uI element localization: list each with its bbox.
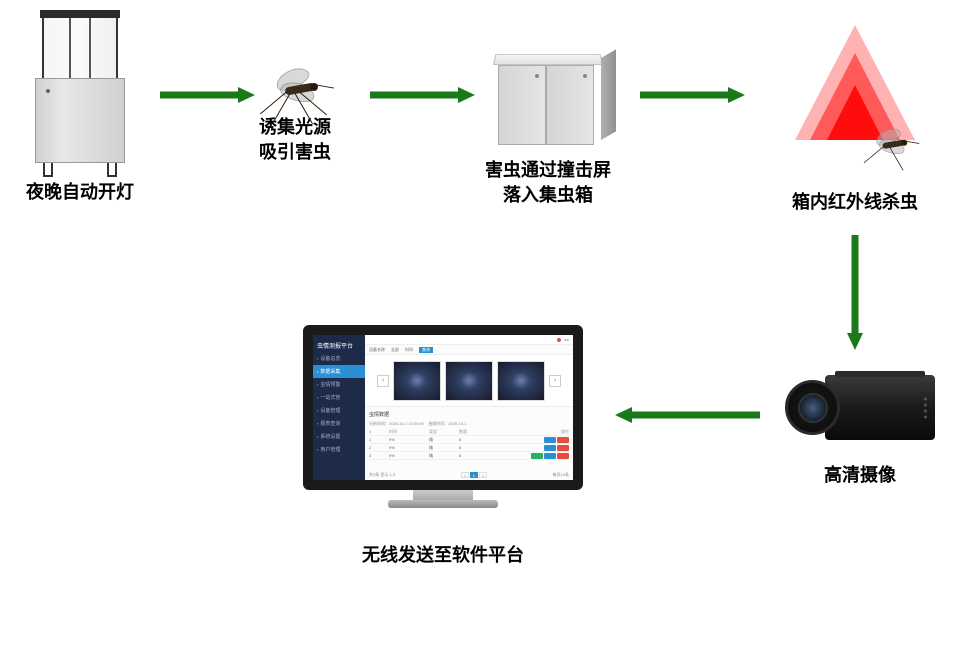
node-infrared: 箱内红外线杀虫 [790,25,920,215]
sidebar-item: 虫情预警 [313,378,365,391]
node-light-trap: 夜晚自动开灯 [20,10,140,205]
sidebar-item: 设备管理 [313,404,365,417]
table-meta: 分析时间：2020-10-1 13:30:50 拍照时间：2020-10-1 [369,420,569,428]
screen-images: ‹ › [365,355,573,407]
sidebar-item: 系统设置 [313,430,365,443]
screen-toolbar: 设备名称 全部 时间 查询 [365,345,573,355]
screen-header: ●● [365,335,573,345]
sidebar-item: 一站式管 [313,391,365,404]
node-monitor: 虫情测报平台 设备总览 数据采集 虫情预警 一站式管 设备管理 报表查询 系统设… [303,325,583,568]
arrow-5 [615,405,760,425]
sidebar-item: 用户管理 [313,443,365,456]
pest-image [445,361,493,401]
label-infrared: 箱内红外线杀虫 [792,190,918,215]
label-attract: 诱集光源 吸引害虫 [259,115,331,165]
pagination: < 1 > [461,472,487,478]
light-trap-icon [20,10,140,180]
label-trap: 夜晚自动开灯 [26,180,134,205]
mosquito-icon [255,65,335,115]
label-camera: 高清摄像 [824,463,896,488]
camera-icon [785,370,935,445]
sidebar-title: 虫情测报平台 [313,339,365,352]
label-box: 害虫通过撞击屏 落入集虫箱 [485,158,611,208]
arrow-4 [845,235,865,350]
arrow-1 [160,85,255,105]
mosquito-icon-2 [860,126,920,164]
pest-image [497,361,545,401]
screen-sidebar: 虫情测报平台 设备总览 数据采集 虫情预警 一站式管 设备管理 报表查询 系统设… [313,335,365,480]
pest-image [393,361,441,401]
table-row: 3 9% 蛾 8 [369,452,569,460]
arrow-2 [370,85,475,105]
screen-main: ●● 设备名称 全部 时间 查询 ‹ › 虫情数据 [365,335,573,480]
prev-icon: ‹ [377,375,389,387]
screen-footer: 共3条 显示 1-3 < 1 > 每页10条 [365,470,573,480]
table-header: # 时间 类型 数量 操作 [369,428,569,436]
table-row: 2 9% 蛾 8 [369,444,569,452]
sidebar-item: 数据采集 [313,365,365,378]
label-monitor: 无线发送至软件平台 [362,543,524,568]
node-camera: 高清摄像 [785,370,935,488]
node-collection-box: 害虫通过撞击屏 落入集虫箱 [485,50,611,208]
node-attract: 诱集光源 吸引害虫 [255,65,335,165]
screen-table: 虫情数据 分析时间：2020-10-1 13:30:50 拍照时间：2020-1… [365,407,573,470]
infrared-icon [790,25,920,160]
next-icon: › [549,375,561,387]
table-row: 1 9% 蛾 8 [369,436,569,444]
sidebar-item: 设备总览 [313,352,365,365]
arrow-3 [640,85,745,105]
collection-box-icon [488,50,608,150]
sidebar-item: 报表查询 [313,417,365,430]
monitor-icon: 虫情测报平台 设备总览 数据采集 虫情预警 一站式管 设备管理 报表查询 系统设… [303,325,583,525]
table-title: 虫情数据 [369,409,569,420]
